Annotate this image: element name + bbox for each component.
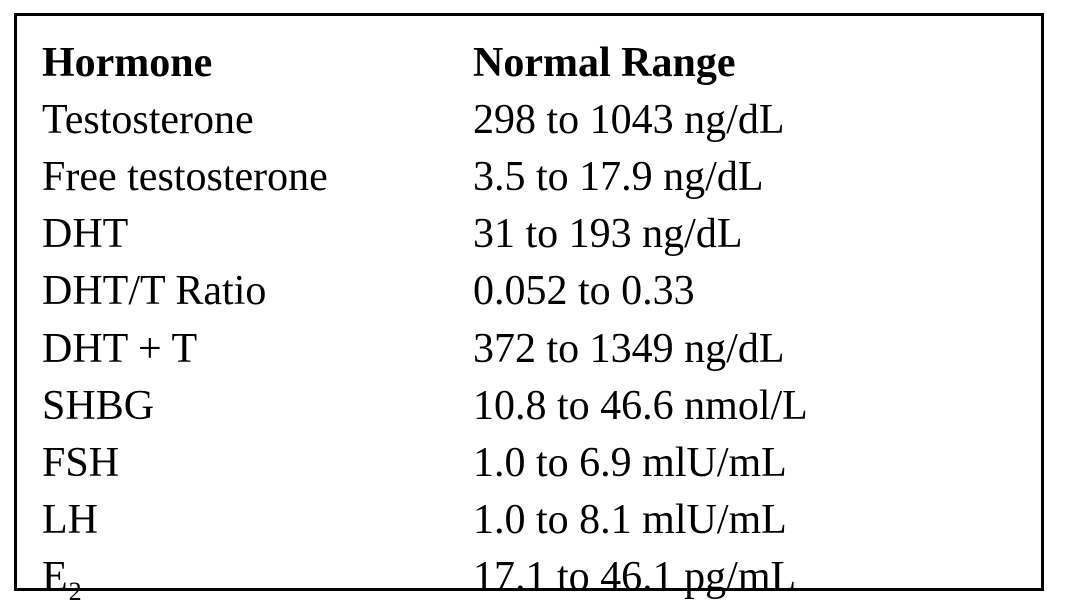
table-row: DHT/T Ratio 0.052 to 0.33	[42, 263, 1033, 320]
normal-range-value: 372 to 1349 ng/dL	[473, 320, 1033, 377]
table-row: DHT 31 to 193 ng/dL	[42, 206, 1033, 263]
hormone-name: FSH	[42, 434, 473, 491]
table-header-row: Hormone Normal Range	[42, 34, 1033, 91]
hormone-range-table-frame: Hormone Normal Range Testosterone 298 to…	[14, 13, 1044, 591]
hormone-name: Testosterone	[42, 91, 473, 148]
normal-range-value: 1.0 to 6.9 mlU/mL	[473, 434, 1033, 491]
normal-range-value: 1.0 to 8.1 mlU/mL	[473, 492, 1033, 549]
hormone-name-cell: E2	[42, 549, 473, 606]
table-row: E2 17.1 to 46.1 pg/mL	[42, 549, 1033, 606]
hormone-name: DHT + T	[42, 320, 473, 377]
header-hormone: Hormone	[42, 34, 473, 91]
table-row: FSH 1.0 to 6.9 mlU/mL	[42, 434, 1033, 491]
normal-range-value: 31 to 193 ng/dL	[473, 206, 1033, 263]
hormone-range-table: Hormone Normal Range Testosterone 298 to…	[42, 34, 1033, 606]
table-row: Free testosterone 3.5 to 17.9 ng/dL	[42, 148, 1033, 205]
hormone-name: LH	[42, 492, 473, 549]
normal-range-value: 10.8 to 46.6 nmol/L	[473, 377, 1033, 434]
hormone-name: SHBG	[42, 377, 473, 434]
hormone-name: DHT	[42, 206, 473, 263]
hormone-name: E	[42, 554, 68, 600]
normal-range-value: 298 to 1043 ng/dL	[473, 91, 1033, 148]
hormone-name-subscript: 2	[69, 577, 82, 606]
table-row: SHBG 10.8 to 46.6 nmol/L	[42, 377, 1033, 434]
table-row: Testosterone 298 to 1043 ng/dL	[42, 91, 1033, 148]
table-row: LH 1.0 to 8.1 mlU/mL	[42, 492, 1033, 549]
normal-range-value: 0.052 to 0.33	[473, 263, 1033, 320]
hormone-name: Free testosterone	[42, 148, 473, 205]
normal-range-value: 17.1 to 46.1 pg/mL	[473, 549, 1033, 606]
header-normal-range: Normal Range	[473, 34, 1033, 91]
hormone-name: DHT/T Ratio	[42, 263, 473, 320]
table-row: DHT + T 372 to 1349 ng/dL	[42, 320, 1033, 377]
normal-range-value: 3.5 to 17.9 ng/dL	[473, 148, 1033, 205]
